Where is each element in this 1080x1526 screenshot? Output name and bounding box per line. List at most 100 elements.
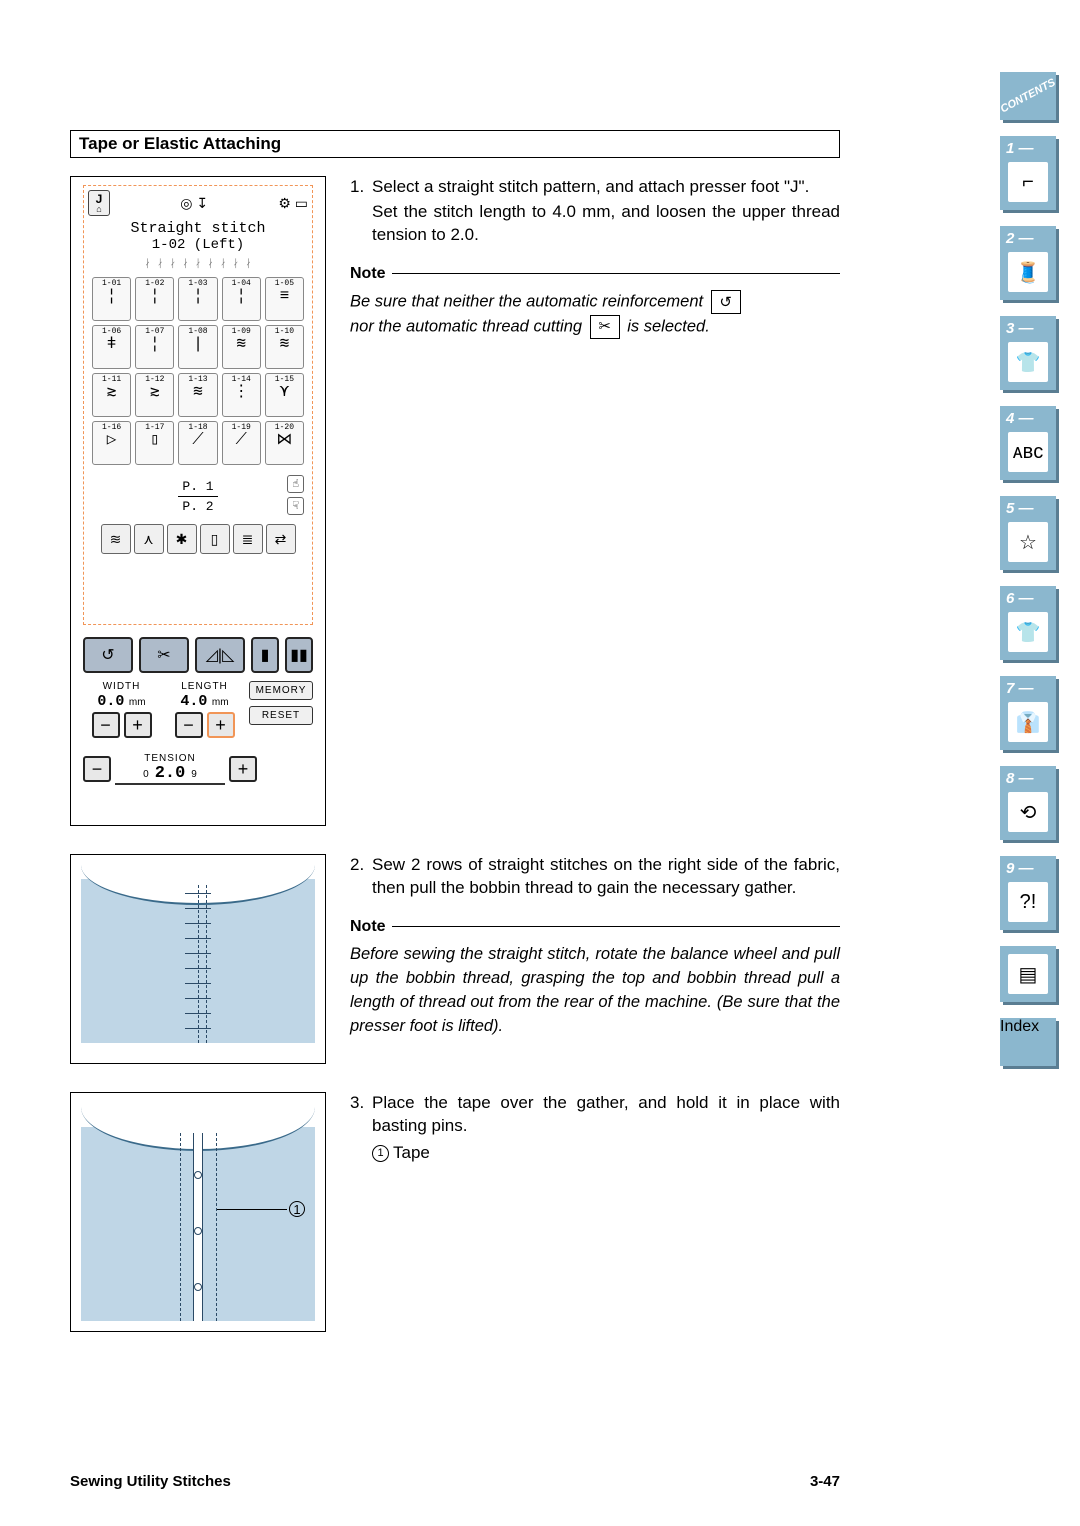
chapter-tab[interactable]: 7 —👔 <box>1000 676 1056 750</box>
step-text: Place the tape over the gather, and hold… <box>372 1092 840 1138</box>
step-2-text: 2. Sew 2 rows of straight stitches on th… <box>350 854 840 1064</box>
category-button[interactable]: ▯ <box>200 524 230 554</box>
step-number: 1. <box>350 176 372 247</box>
appendix-tab[interactable]: ▤ <box>1000 946 1056 1002</box>
stitch-pattern-cell[interactable]: 1-13≋ <box>178 373 217 417</box>
chapter-tab[interactable]: 5 —☆ <box>1000 496 1056 570</box>
note-heading: Note <box>350 916 840 938</box>
chapter-number: 7 — <box>1006 680 1034 697</box>
step-3-text: 3. Place the tape over the gather, and h… <box>350 1092 840 1332</box>
stitch-pattern-cell[interactable]: 1-20⋈ <box>265 421 304 465</box>
stitch-pattern-cell[interactable]: 1-14⋮ <box>222 373 261 417</box>
tension-control: − TENSION 0 2.0 9 + <box>83 753 257 785</box>
stitch-pattern-cell[interactable]: 1-19⟋ <box>222 421 261 465</box>
stitch-subtitle: 1-02 (Left) <box>88 237 308 253</box>
category-button[interactable]: ≣ <box>233 524 263 554</box>
index-tab[interactable]: Index <box>1000 1018 1056 1066</box>
chapter-number: 6 — <box>1006 590 1034 607</box>
chapter-tab[interactable]: 8 —⟲ <box>1000 766 1056 840</box>
stitch-pattern-cell[interactable]: 1-12≳ <box>135 373 174 417</box>
step-3-block: 1 3. Place the tape over the gather, and… <box>70 1092 840 1332</box>
note-heading: Note <box>350 263 840 285</box>
stitch-pattern-cell[interactable]: 1-17▯ <box>135 421 174 465</box>
page-footer: Sewing Utility Stitches 3-47 <box>70 1473 840 1490</box>
width-minus-button[interactable]: − <box>92 712 120 738</box>
note-text: is selected. <box>627 317 710 335</box>
reset-button[interactable]: RESET <box>249 706 313 725</box>
chapter-number: 1 — <box>1006 140 1034 157</box>
chapter-tabs-sidebar: CONTENTS 1 —⌐2 —🧵3 —👕4 —ᴀʙᴄ5 —☆6 —👕7 —👔8… <box>1000 72 1060 1066</box>
stitch-pattern-cell[interactable]: 1-09≋ <box>222 325 261 369</box>
category-button[interactable]: ✱ <box>167 524 197 554</box>
width-plus-button[interactable]: + <box>124 712 152 738</box>
mirror-button[interactable]: ◿|◺ <box>195 637 245 673</box>
presser-foot-indicator: J ⌂ <box>88 190 110 216</box>
thread-cut-button[interactable]: ✂ <box>139 637 189 673</box>
presser-foot-letter: J <box>96 193 103 205</box>
stitch-pattern-cell[interactable]: 1-03¦ <box>178 277 217 321</box>
lcd-stitch-area: J ⌂ ◎ ↧ ⚙ ▭ Straight stitch 1-02 (Left) … <box>83 185 313 625</box>
contents-label: CONTENTS <box>992 62 1064 131</box>
note-label: Note <box>350 263 386 285</box>
stitch-pattern-cell[interactable]: 1-18⟋ <box>178 421 217 465</box>
tape-diagram: 1 <box>70 1092 326 1332</box>
stitch-title: Straight stitch <box>88 220 308 237</box>
chapter-number: 4 — <box>1006 410 1034 427</box>
step-number: 2. <box>350 854 372 900</box>
note-rule <box>392 273 840 274</box>
width-value: 0.0 <box>97 693 124 710</box>
memory-button[interactable]: MEMORY <box>249 681 313 700</box>
width-length-row: WIDTH 0.0 mm − + LENGTH 4.0 mm − + <box>83 681 313 738</box>
length-minus-button[interactable]: − <box>175 712 203 738</box>
note-rule <box>392 926 840 927</box>
chapter-tab[interactable]: 3 —👕 <box>1000 316 1056 390</box>
tension-label: TENSION <box>115 753 225 764</box>
length-unit: mm <box>212 697 229 708</box>
chapter-tab[interactable]: 2 —🧵 <box>1000 226 1056 300</box>
category-button[interactable]: ≋ <box>101 524 131 554</box>
needle-position-row: ᛅᛅᛅᛅᛅᛅᛅᛅᛅ <box>88 259 308 271</box>
index-label: Index <box>1000 1018 1056 1036</box>
memory-column: MEMORY RESET <box>249 681 313 731</box>
single-needle-button[interactable]: ▮ <box>251 637 279 673</box>
chapter-icon: 👕 <box>1008 342 1048 382</box>
stitch-pattern-cell[interactable]: 1-01¦ <box>92 277 131 321</box>
chapter-tab[interactable]: 4 — ᴀʙᴄ <box>1000 406 1056 480</box>
step-2: 2. Sew 2 rows of straight stitches on th… <box>350 854 840 900</box>
category-button[interactable]: ⇄ <box>266 524 296 554</box>
tension-minus-button[interactable]: − <box>83 756 111 782</box>
reinforce-button[interactable]: ↺ <box>83 637 133 673</box>
contents-tab[interactable]: CONTENTS <box>1000 72 1056 120</box>
stitch-pattern-cell[interactable]: 1-07¦ <box>135 325 174 369</box>
page-down-button[interactable]: ☟ <box>287 497 304 515</box>
chapter-icon: 🧵 <box>1008 252 1048 292</box>
page-current: P. 1 <box>88 479 308 494</box>
scissor-icon: ✂ <box>590 315 620 339</box>
main-row: J ⌂ ◎ ↧ ⚙ ▭ Straight stitch 1-02 (Left) … <box>70 176 840 826</box>
tension-value: 2.0 <box>155 764 186 783</box>
step-text: Set the stitch length to 4.0 mm, and loo… <box>372 201 840 247</box>
chapter-number: 8 — <box>1006 770 1034 787</box>
stitch-pattern-cell[interactable]: 1-05≡ <box>265 277 304 321</box>
page-up-button[interactable]: ☝ <box>287 475 304 493</box>
stitch-pattern-cell[interactable]: 1-08| <box>178 325 217 369</box>
stitch-pattern-cell[interactable]: 1-16▷ <box>92 421 131 465</box>
page-total: P. 2 <box>88 499 308 514</box>
stitch-pattern-cell[interactable]: 1-15⋎ <box>265 373 304 417</box>
tension-plus-button[interactable]: + <box>229 756 257 782</box>
length-plus-button[interactable]: + <box>207 712 235 738</box>
stitch-pattern-cell[interactable]: 1-04¦ <box>222 277 261 321</box>
twin-needle-button[interactable]: ▮▮ <box>285 637 313 673</box>
chapter-icon: ᴀʙᴄ <box>1008 432 1048 472</box>
chapter-tab[interactable]: 6 —👕 <box>1000 586 1056 660</box>
chapter-tab[interactable]: 9 —?! <box>1000 856 1056 930</box>
gather-diagram <box>70 854 326 1064</box>
chapter-tab[interactable]: 1 —⌐ <box>1000 136 1056 210</box>
stitch-pattern-grid: 1-01¦1-02¦1-03¦1-04¦1-05≡ 1-06ǂ1-07¦1-08|… <box>88 277 308 465</box>
stitch-pattern-cell[interactable]: 1-02¦ <box>135 277 174 321</box>
stitch-pattern-cell[interactable]: 1-11≳ <box>92 373 131 417</box>
callout-line <box>217 1209 287 1210</box>
stitch-pattern-cell[interactable]: 1-06ǂ <box>92 325 131 369</box>
stitch-pattern-cell[interactable]: 1-10≋ <box>265 325 304 369</box>
category-button[interactable]: ⋏ <box>134 524 164 554</box>
